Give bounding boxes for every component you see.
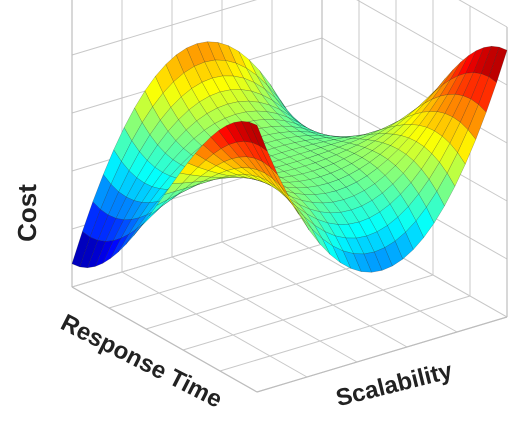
floor-grid-line xyxy=(221,241,408,348)
x-axis-title: Response Time xyxy=(56,309,226,413)
box-edge xyxy=(256,316,508,393)
surface-facet xyxy=(248,121,268,152)
floor-grid-line xyxy=(171,256,358,363)
box-edge xyxy=(71,286,258,393)
z-axis-title: Cost xyxy=(12,184,42,242)
floor-grid-line xyxy=(71,211,323,288)
y-axis-title: Scalability xyxy=(333,357,455,412)
floor-grid-line xyxy=(121,271,308,378)
floor-grid-line xyxy=(271,226,458,333)
floor-grid-line xyxy=(219,295,471,372)
side-wall-grid-line xyxy=(458,0,508,28)
floor-grid-line xyxy=(182,274,434,351)
surface-mesh xyxy=(71,41,508,273)
back-wall-grid-line xyxy=(71,0,258,56)
floor-grid-line xyxy=(108,232,360,309)
